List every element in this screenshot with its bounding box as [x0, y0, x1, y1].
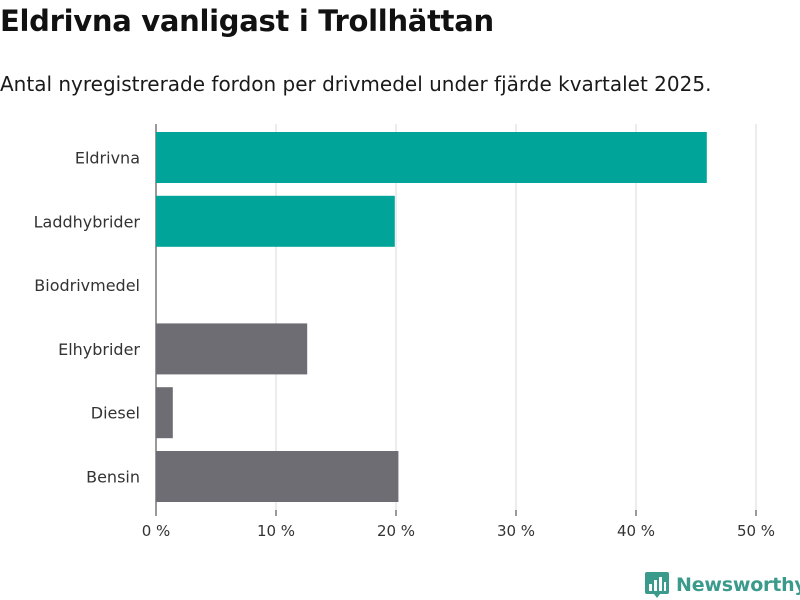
x-tick-label: 10 %	[257, 522, 295, 540]
category-label: Elhybrider	[58, 340, 140, 359]
category-label: Eldrivna	[75, 149, 140, 168]
newsworthy-logo: Newsworthy	[644, 570, 800, 600]
x-axis-ticks: 0 % 10 % 20 % 30 % 40 % 50 %	[142, 510, 775, 540]
bar-eldrivna	[156, 132, 707, 183]
bar-chart-icon	[645, 572, 669, 598]
category-label: Biodrivmedel	[34, 276, 140, 295]
category-label: Diesel	[91, 404, 140, 423]
brand-name: Newsworthy	[676, 574, 800, 596]
category-label: Laddhybrider	[34, 212, 141, 231]
bar-chart: Eldrivna Laddhybrider Biodrivmedel Elhybrid…	[34, 124, 775, 540]
x-tick-label: 40 %	[617, 522, 655, 540]
x-tick-label: 0 %	[142, 522, 171, 540]
grid-lines	[155, 124, 757, 510]
x-tick-label: 30 %	[497, 522, 535, 540]
x-tick-label: 20 %	[377, 522, 415, 540]
chart-subtitle: Antal nyregistrerade fordon per drivmede…	[0, 72, 712, 96]
bar-elhybrider	[156, 323, 308, 375]
x-tick-label: 50 %	[737, 522, 775, 540]
bar-laddhybrider	[156, 195, 395, 247]
category-labels: Eldrivna Laddhybrider Biodrivmedel Elhybrid…	[34, 149, 141, 487]
bars	[156, 132, 707, 502]
bar-diesel	[156, 387, 173, 439]
chart-title: Eldrivna vanligast i Trollhättan	[0, 4, 494, 38]
category-label: Bensin	[86, 468, 140, 487]
bar-bensin	[156, 451, 399, 502]
